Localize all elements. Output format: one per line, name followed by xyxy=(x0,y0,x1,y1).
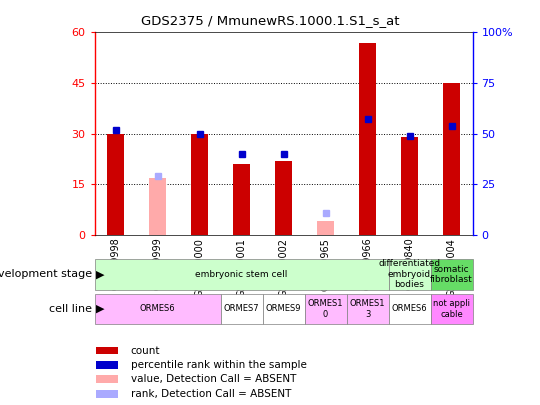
Text: ORMES1
0: ORMES1 0 xyxy=(308,299,343,318)
Text: not appli
cable: not appli cable xyxy=(433,299,470,318)
Text: ORMES6: ORMES6 xyxy=(392,304,427,313)
Bar xyxy=(430,259,472,290)
Text: value, Detection Call = ABSENT: value, Detection Call = ABSENT xyxy=(131,374,296,384)
Bar xyxy=(275,161,292,235)
Text: ▶: ▶ xyxy=(96,304,104,314)
Text: ORMES6: ORMES6 xyxy=(140,304,176,313)
Bar xyxy=(388,294,430,324)
Text: embryonic stem cell: embryonic stem cell xyxy=(195,270,288,279)
Bar xyxy=(262,294,305,324)
Bar xyxy=(443,83,460,235)
Text: percentile rank within the sample: percentile rank within the sample xyxy=(131,360,307,370)
Text: rank, Detection Call = ABSENT: rank, Detection Call = ABSENT xyxy=(131,389,291,399)
Text: count: count xyxy=(131,345,160,356)
Bar xyxy=(149,177,166,235)
Bar xyxy=(388,259,430,290)
Text: somatic
fibroblast: somatic fibroblast xyxy=(430,265,473,284)
Bar xyxy=(94,294,220,324)
Bar xyxy=(96,375,118,383)
Bar xyxy=(96,361,118,369)
Bar xyxy=(401,137,418,235)
Bar xyxy=(430,294,472,324)
Text: ORMES7: ORMES7 xyxy=(224,304,259,313)
Bar xyxy=(220,294,262,324)
Text: GDS2375 / MmunewRS.1000.1.S1_s_at: GDS2375 / MmunewRS.1000.1.S1_s_at xyxy=(141,14,399,27)
Bar xyxy=(96,390,118,398)
Bar xyxy=(191,134,208,235)
Bar xyxy=(359,43,376,235)
Bar xyxy=(305,294,347,324)
Bar xyxy=(96,347,118,354)
Bar xyxy=(94,259,388,290)
Bar xyxy=(107,134,124,235)
Bar xyxy=(347,294,388,324)
Text: ORMES1
3: ORMES1 3 xyxy=(350,299,385,318)
Text: ORMES9: ORMES9 xyxy=(266,304,301,313)
Text: ▶: ▶ xyxy=(96,269,104,279)
Text: cell line: cell line xyxy=(49,304,92,314)
Bar xyxy=(317,222,334,235)
Bar xyxy=(233,164,250,235)
Text: development stage: development stage xyxy=(0,269,92,279)
Text: differentiated
embryoid
bodies: differentiated embryoid bodies xyxy=(379,260,441,289)
